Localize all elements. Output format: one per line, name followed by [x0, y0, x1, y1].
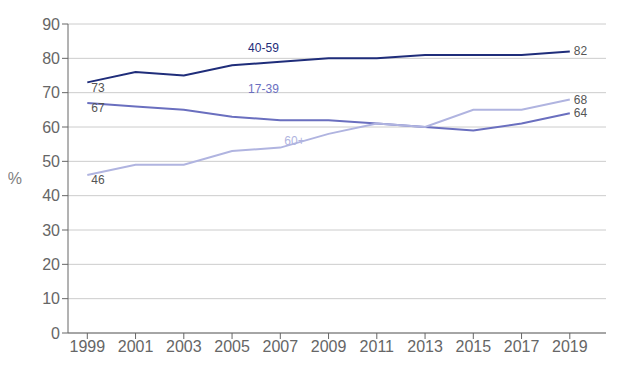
svg-text:46: 46 [91, 173, 105, 187]
svg-text:2003: 2003 [166, 338, 202, 355]
svg-text:82: 82 [574, 44, 588, 58]
svg-text:2009: 2009 [311, 338, 347, 355]
svg-text:10: 10 [42, 290, 60, 307]
svg-text:80: 80 [42, 50, 60, 67]
svg-text:0: 0 [51, 325, 60, 342]
svg-text:60: 60 [42, 119, 60, 136]
svg-text:90: 90 [42, 16, 60, 33]
svg-text:20: 20 [42, 256, 60, 273]
svg-text:40: 40 [42, 187, 60, 204]
svg-text:67: 67 [91, 101, 105, 115]
svg-text:2005: 2005 [214, 338, 250, 355]
svg-text:30: 30 [42, 222, 60, 239]
svg-text:%: % [8, 170, 22, 187]
svg-text:2015: 2015 [456, 338, 492, 355]
svg-text:40-59: 40-59 [248, 41, 279, 55]
svg-text:73: 73 [91, 81, 105, 95]
svg-text:50: 50 [42, 153, 60, 170]
svg-text:17-39: 17-39 [248, 82, 279, 96]
svg-text:2013: 2013 [407, 338, 443, 355]
svg-text:1999: 1999 [70, 338, 106, 355]
svg-text:2017: 2017 [504, 338, 540, 355]
svg-text:68: 68 [574, 93, 588, 107]
svg-text:64: 64 [574, 106, 588, 120]
svg-text:2007: 2007 [263, 338, 299, 355]
svg-text:2011: 2011 [360, 338, 395, 355]
svg-text:70: 70 [42, 84, 60, 101]
svg-text:2019: 2019 [552, 338, 588, 355]
svg-text:60+: 60+ [284, 134, 304, 148]
svg-text:2001: 2001 [118, 338, 154, 355]
